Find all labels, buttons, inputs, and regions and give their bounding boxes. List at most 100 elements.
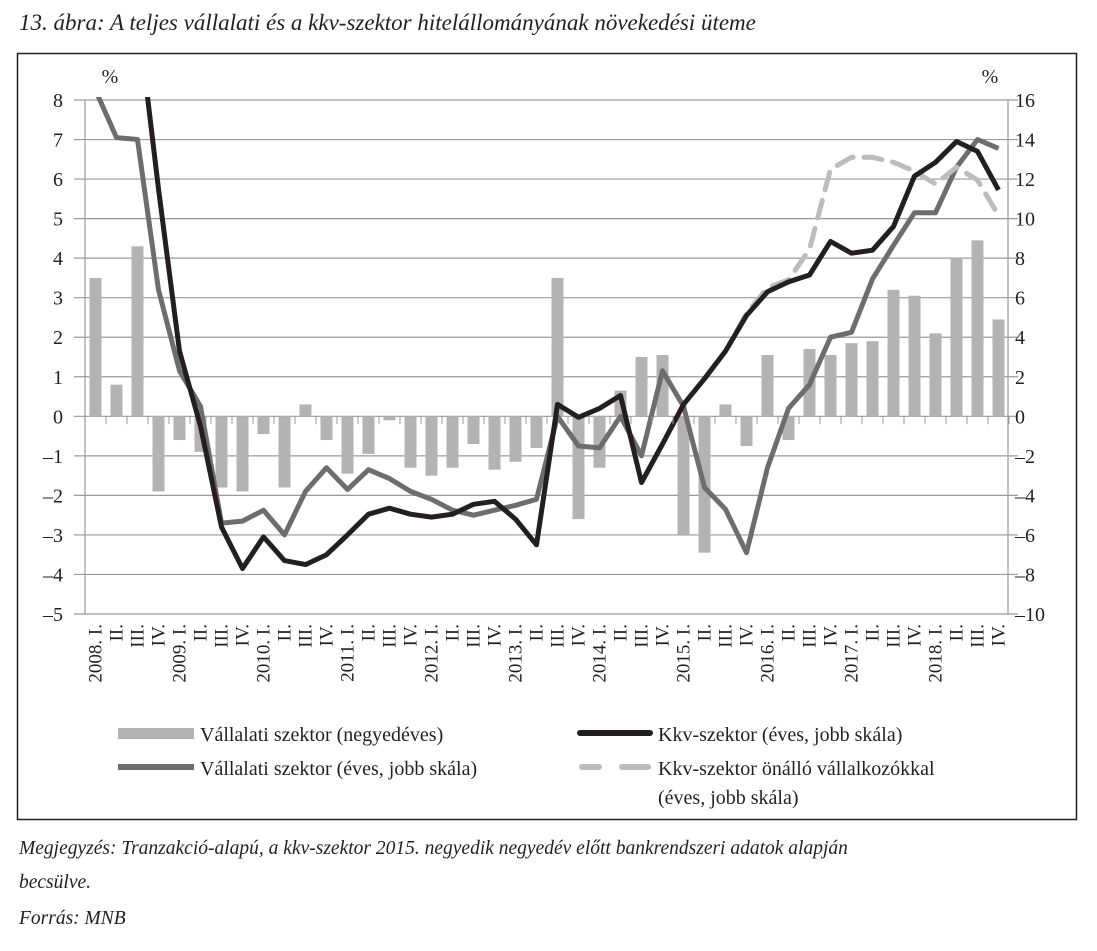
x-tick-label: III. [884,624,905,648]
chart-frame [16,52,1078,821]
x-tick-label: 2009. I. [170,624,191,683]
left-tick-label: 6 [53,169,63,191]
bar-vallalati-negyedeves [215,416,228,488]
bar-vallalati-negyedeves [656,355,669,417]
bar-vallalati-negyedeves [740,416,753,446]
left-tick-label: –2 [42,485,63,507]
legend-label: Vállalati szektor (negyedéves) [200,724,443,746]
x-tick-label: III. [380,624,401,648]
legend-label: Kkv-szektor önálló vállalkozókkal [658,758,935,780]
figure-title: 13. ábra: A teljes vállalati és a kkv-sz… [19,10,756,35]
x-tick-label: II. [695,624,716,641]
left-tick-label: 1 [53,367,63,389]
right-tick-label: 14 [1015,130,1035,152]
x-tick-label: III. [212,624,233,648]
bar-vallalati-negyedeves [761,355,774,417]
x-tick-label: IV. [737,624,758,646]
bar-vallalati-negyedeves [677,416,690,535]
bar-vallalati-negyedeves [425,416,438,476]
bar-vallalati-negyedeves [110,384,123,417]
bar-vallalati-negyedeves [467,416,480,444]
left-tick-label: –1 [42,446,63,468]
bar-vallalati-negyedeves [593,416,606,468]
x-tick-label: III. [128,624,149,648]
right-tick-label: 2 [1015,367,1025,389]
bar-vallalati-negyedeves [257,416,270,435]
x-tick-label: 2011. I. [338,624,359,682]
bar-vallalati-negyedeves [635,357,648,417]
legend-label: Vállalati szektor (éves, jobb skála) [200,758,477,780]
left-tick-label: 2 [53,327,63,349]
x-tick-label: II. [359,624,380,641]
x-tick-label: 2014. I. [590,624,611,683]
left-tick-label: 7 [53,130,63,152]
x-tick-label: II. [107,624,128,641]
bar-vallalati-negyedeves [404,416,417,468]
bar-vallalati-negyedeves [908,295,921,417]
x-tick-label: II. [611,624,632,641]
right-tick-label: 16 [1015,90,1035,112]
x-tick-label: 2015. I. [674,624,695,683]
right-tick-label: 10 [1015,209,1035,231]
bar-vallalati-negyedeves [173,416,186,441]
x-tick-label: III. [296,624,317,648]
line-series-2 [145,97,1001,571]
bar-vallalati-negyedeves [866,341,879,417]
legend-swatch-bar [118,728,194,739]
bar-vallalati-negyedeves [887,289,900,417]
note-line-1: Megjegyzés: Tranzakció-alapú, a kkv-szek… [19,838,848,859]
x-tick-label: IV. [905,624,926,646]
right-tick-label: –6 [1014,525,1035,547]
left-tick-label: 5 [53,209,63,231]
x-tick-label: 2012. I. [422,624,443,683]
left-tick-label: 8 [53,90,63,112]
right-tick-label: –4 [1014,485,1035,507]
x-tick-label: III. [716,624,737,648]
x-tick-label: II. [863,624,884,641]
legend-label: (éves, jobb skála) [658,787,799,809]
bar-vallalati-negyedeves [341,416,354,474]
bar-vallalati-negyedeves [950,258,963,417]
bar-vallalati-negyedeves [824,355,837,417]
bar-vallalati-negyedeves [845,343,858,417]
source-note: Forrás: MNB [19,908,126,929]
left-tick-label: 3 [53,288,63,310]
bar-vallalati-negyedeves [299,404,312,417]
legend-label: Kkv-szektor (éves, jobb skála) [658,724,902,746]
x-tick-label: III. [632,624,653,648]
x-tick-label: IV. [233,624,254,646]
x-tick-label: III. [800,624,821,648]
right-tick-label: 0 [1015,406,1025,428]
x-tick-label: IV. [569,624,590,646]
left-tick-label: –4 [42,564,63,586]
x-tick-label: IV. [485,624,506,646]
x-tick-label: 2008. I. [86,624,107,683]
bar-vallalati-negyedeves [152,416,165,492]
right-axis-unit: % [982,66,999,88]
right-tick-label: 4 [1015,327,1025,349]
bar-vallalati-negyedeves [446,416,459,468]
bar-vallalati-negyedeves [362,416,375,454]
x-tick-label: 2016. I. [758,624,779,683]
left-axis-unit: % [102,66,119,88]
x-tick-label: IV. [821,624,842,646]
right-tick-label: 12 [1015,169,1035,191]
x-tick-label: IV. [653,624,674,646]
x-tick-label: III. [548,624,569,648]
note-line-2: becsülve. [19,872,92,893]
x-tick-label: II. [527,624,548,641]
x-tick-label: 2017. I. [842,624,863,683]
bar-vallalati-negyedeves [929,333,942,417]
left-tick-label: –3 [42,525,63,547]
right-tick-label: –8 [1014,564,1035,586]
bar-vallalati-negyedeves [236,416,249,492]
right-tick-label: 8 [1015,248,1025,270]
left-tick-label: –5 [42,604,63,626]
bar-vallalati-negyedeves [89,277,102,417]
bar-vallalati-negyedeves [971,240,984,417]
bar-vallalati-negyedeves [488,416,501,470]
right-tick-label: –10 [1014,604,1045,626]
left-tick-label: 4 [53,248,63,270]
x-tick-label: II. [947,624,968,641]
x-tick-label: 2018. I. [926,624,947,683]
